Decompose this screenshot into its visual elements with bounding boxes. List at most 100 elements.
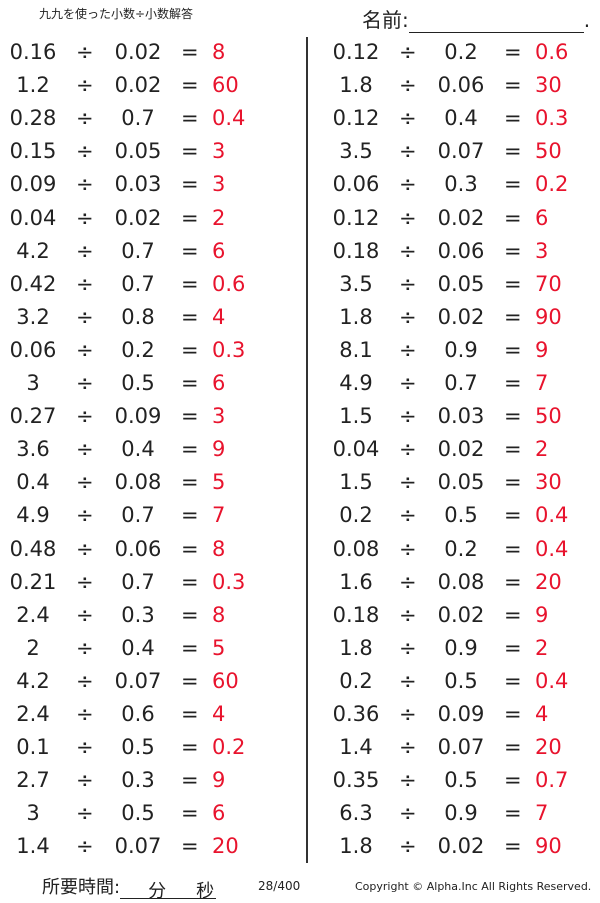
divisor: 0.7	[121, 238, 155, 263]
dividend: 2.4	[16, 602, 50, 627]
answer: 4	[212, 304, 226, 329]
equals-sign: =	[181, 73, 199, 98]
divisor: 0.08	[437, 569, 485, 594]
dividend: 0.16	[9, 40, 57, 64]
divisor: 0.02	[437, 304, 485, 329]
dividend: 0.4	[16, 470, 50, 495]
dividend: 0.21	[9, 569, 57, 594]
dividend: 0.06	[332, 172, 380, 197]
dividend: 4.9	[339, 371, 373, 395]
answer: 0.2	[535, 172, 569, 197]
name-field: 名前:.	[362, 4, 590, 33]
dividend: 1.5	[339, 470, 373, 495]
divisor: 0.3	[121, 768, 155, 793]
equals-sign: =	[504, 172, 522, 197]
equals-sign: =	[181, 834, 199, 859]
divisor: 0.05	[437, 271, 485, 296]
divisor: 0.5	[444, 768, 478, 793]
equals-sign: =	[504, 337, 522, 362]
dividend: 0.12	[332, 106, 380, 131]
answer: 30	[535, 73, 562, 98]
dividend: 0.36	[332, 702, 380, 726]
dividend: 2.4	[16, 702, 50, 726]
equals-sign: =	[181, 536, 199, 561]
dividend: 1.4	[339, 735, 373, 760]
divisor: 0.9	[444, 635, 478, 660]
divisor: 0.05	[114, 139, 162, 164]
divisor: 0.07	[114, 668, 162, 693]
dividend: 3.5	[339, 139, 373, 164]
answer: 6	[535, 205, 549, 230]
divide-sign: ÷	[76, 172, 94, 197]
answer: 0.6	[535, 40, 569, 64]
answer: 3	[212, 139, 226, 164]
answer: 50	[535, 404, 562, 429]
equals-sign: =	[504, 635, 522, 660]
equals-sign: =	[181, 337, 199, 362]
answer: 70	[535, 271, 562, 296]
dividend: 2	[26, 635, 40, 660]
equals-sign: =	[504, 437, 522, 462]
equals-sign: =	[504, 371, 522, 395]
equals-sign: =	[504, 569, 522, 594]
answer: 20	[535, 735, 562, 760]
divisor: 0.6	[121, 702, 155, 726]
equals-sign: =	[504, 735, 522, 760]
answer: 7	[535, 371, 549, 395]
divide-sign: ÷	[76, 801, 94, 826]
divisor: 0.06	[114, 536, 162, 561]
equals-sign: =	[181, 271, 199, 296]
divisor: 0.7	[121, 569, 155, 594]
dividend: 0.04	[332, 437, 380, 462]
seconds-label: 秒	[196, 881, 215, 902]
worksheet-title: 九九を使った小数÷小数解答	[39, 7, 194, 21]
answer: 20	[212, 834, 239, 859]
divide-sign: ÷	[399, 470, 417, 495]
divide-sign: ÷	[399, 337, 417, 362]
page-number: 28/400	[258, 879, 301, 893]
equals-sign: =	[504, 304, 522, 329]
dividend: 0.12	[332, 205, 380, 230]
name-end: .	[583, 8, 591, 32]
dividend: 1.8	[339, 635, 373, 660]
divisor: 0.07	[437, 139, 485, 164]
answer: 60	[212, 668, 239, 693]
divide-sign: ÷	[399, 437, 417, 462]
equals-sign: =	[504, 503, 522, 528]
answer: 0.4	[535, 503, 569, 528]
answer: 2	[535, 635, 549, 660]
divisor: 0.7	[121, 271, 155, 296]
answer: 0.4	[212, 106, 246, 131]
answer: 20	[535, 569, 562, 594]
name-line	[408, 14, 584, 33]
divisor: 0.9	[444, 337, 478, 362]
divide-sign: ÷	[399, 602, 417, 627]
divisor: 0.5	[121, 735, 155, 760]
divisor: 0.07	[437, 735, 485, 760]
dividend: 1.8	[339, 73, 373, 98]
equals-sign: =	[181, 172, 199, 197]
divide-sign: ÷	[76, 635, 94, 660]
divide-sign: ÷	[399, 238, 417, 263]
divide-sign: ÷	[76, 205, 94, 230]
dividend: 3	[26, 371, 40, 395]
divisor: 0.5	[121, 371, 155, 395]
dividend: 0.35	[332, 768, 380, 793]
dividend: 0.18	[332, 238, 380, 263]
divisor: 0.05	[437, 470, 485, 495]
equals-sign: =	[504, 404, 522, 429]
answer: 0.3	[535, 106, 569, 131]
divisor: 0.4	[444, 106, 478, 131]
equals-sign: =	[504, 668, 522, 693]
dividend: 1.8	[339, 834, 373, 859]
dividend: 8.1	[339, 337, 373, 362]
dividend: 1.8	[339, 304, 373, 329]
divide-sign: ÷	[399, 73, 417, 98]
answer: 4	[212, 702, 226, 726]
divide-sign: ÷	[399, 702, 417, 726]
divide-sign: ÷	[76, 337, 94, 362]
divide-sign: ÷	[76, 304, 94, 329]
answer: 5	[212, 635, 226, 660]
dividend: 6.3	[339, 801, 373, 826]
divide-sign: ÷	[399, 205, 417, 230]
